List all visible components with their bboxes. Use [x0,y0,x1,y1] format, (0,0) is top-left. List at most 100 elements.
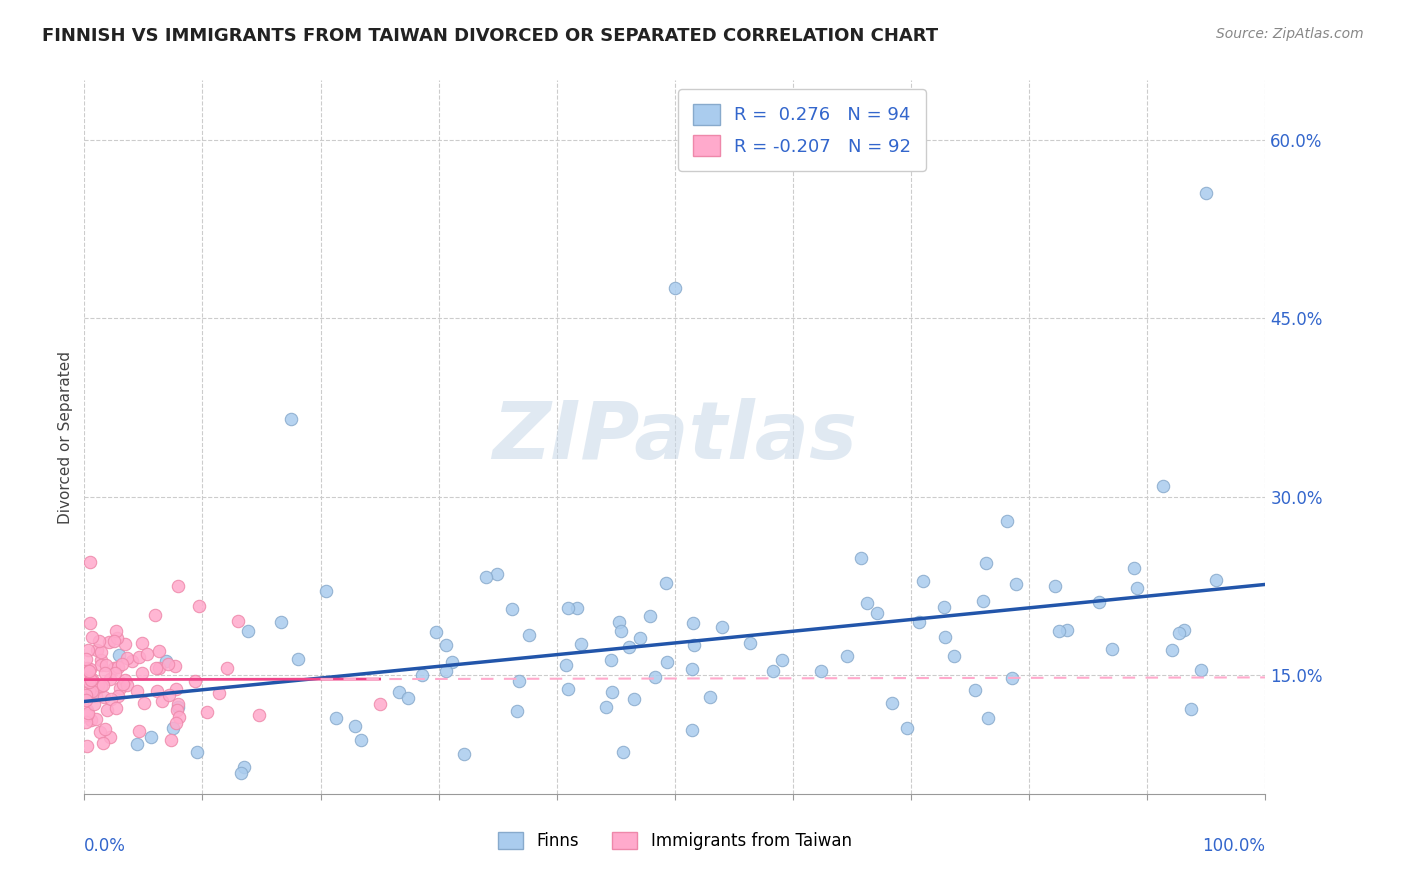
Point [475,569,498,583]
Point [943,649,966,664]
Point [557,601,579,615]
Point [638,609,661,624]
Point [77,706,100,721]
Point [143,608,166,623]
Point [557,681,579,696]
Point [114,673,136,688]
Point [972,594,994,608]
Point [90,653,112,667]
Point [103,633,125,648]
Point [880,696,903,710]
Point [166,703,188,717]
Point [86,642,108,657]
Point [368,697,391,711]
Point [554,658,576,673]
Point [965,682,987,697]
Point [770,653,793,667]
Point [1160,642,1182,657]
Point [517,628,540,642]
Point [208,686,231,700]
Point [195,705,218,719]
Point [738,636,761,650]
Point [91,678,114,692]
Point [165,715,187,730]
Point [856,595,879,609]
Point [100,691,122,706]
Point [565,601,588,615]
Point [188,599,211,614]
Point [132,696,155,710]
Text: Source: ZipAtlas.com: Source: ZipAtlas.com [1216,27,1364,41]
Point [912,574,935,588]
Point [657,656,679,670]
Y-axis label: Divorced or Separated: Divorced or Separated [58,351,73,524]
Point [644,670,666,684]
Point [683,638,706,652]
Point [114,637,136,651]
Point [93,690,115,705]
Point [79,662,101,676]
Point [94,666,117,681]
Point [231,765,253,780]
Point [107,659,129,673]
Point [1191,663,1213,677]
Point [84,689,107,703]
Point [287,652,309,666]
Point [157,657,180,672]
Point [97,635,120,649]
Point [91,736,114,750]
Point [501,602,523,616]
Point [1123,560,1146,574]
Point [76,707,98,722]
Point [600,684,623,698]
Point [976,557,998,571]
Point [94,658,117,673]
Point [110,681,132,696]
Point [1152,479,1174,493]
Point [83,697,105,711]
Point [350,732,373,747]
Point [1173,624,1195,638]
Point [75,693,97,707]
Point [1043,579,1066,593]
Point [1126,582,1149,596]
Point [226,615,249,629]
Point [89,724,111,739]
Point [699,690,721,705]
Point [837,649,859,664]
Point [247,708,270,723]
Point [325,711,347,725]
Point [115,678,138,692]
Point [506,704,529,718]
Point [87,677,110,691]
Point [485,566,508,581]
Point [96,703,118,717]
Point [80,683,103,698]
Point [995,515,1018,529]
Point [166,681,188,696]
Point [84,712,107,726]
Point [112,676,135,690]
Point [80,673,103,688]
Point [77,664,100,678]
Point [612,745,634,759]
Point [80,686,103,700]
Point [344,719,367,733]
Point [280,412,302,426]
Point [762,664,785,678]
Point [866,606,889,620]
Point [186,745,208,759]
Point [169,710,191,724]
Point [1004,577,1026,591]
Point [75,651,97,665]
Point [128,724,150,739]
Point [628,632,651,646]
Point [599,653,621,667]
Point [896,721,918,735]
Point [75,671,97,685]
Point [682,616,704,631]
Point [849,551,872,566]
Point [1087,595,1109,609]
Point [434,638,457,652]
Point [162,721,184,735]
